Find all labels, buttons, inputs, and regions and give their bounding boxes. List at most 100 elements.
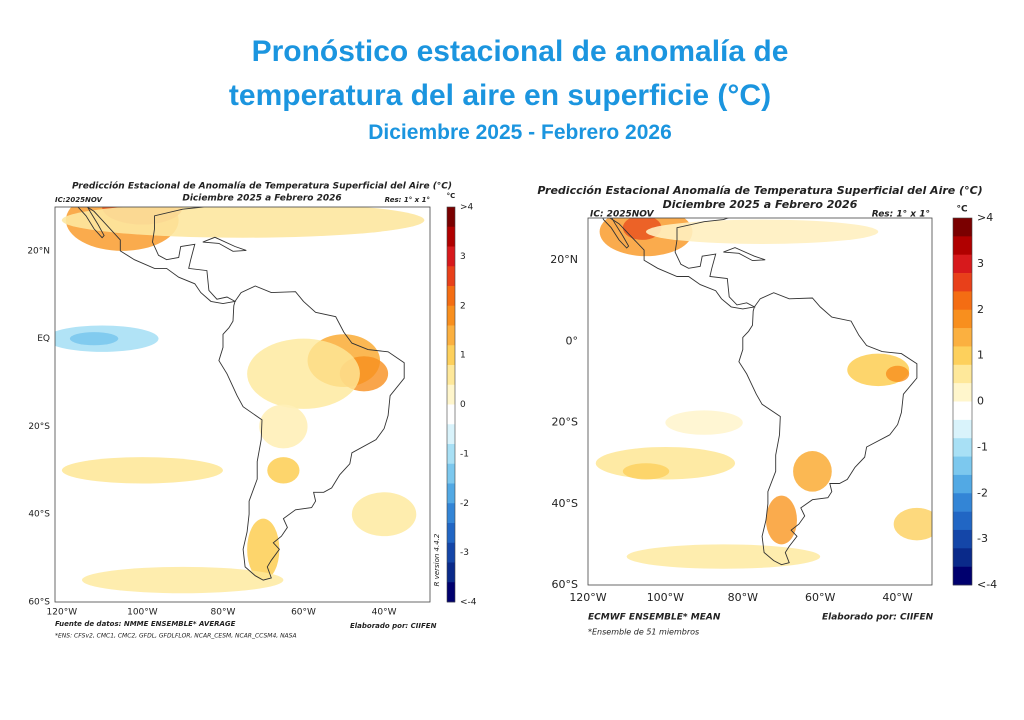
ic-label: IC: 2025NOV: [590, 210, 655, 220]
subtitle: Diciembre 2025 - Febrero 2026: [368, 121, 672, 144]
colorbar-label: <-4: [460, 598, 477, 608]
anomaly-area: [259, 404, 308, 449]
colorbar-segment: [953, 419, 972, 439]
colorbar-segment: [953, 383, 972, 402]
colorbar-segment: [447, 305, 455, 326]
colorbar-segment: [953, 218, 972, 237]
lat-label: 60°S: [28, 598, 50, 608]
colorbar-label: 2: [460, 301, 466, 311]
note-label: *ENS: CFSv2, CMC1, CMC2, GFDL, GFDLFLOR,…: [55, 633, 297, 640]
lat-label: 40°S: [28, 510, 50, 520]
map-title: Predicción Estacional Anomalía de Temper…: [537, 184, 982, 197]
colorbar-label: <-4: [977, 578, 997, 591]
anomaly-area: [69, 332, 119, 346]
colorbar-segment: [447, 246, 455, 267]
map-subtitle: Diciembre 2025 a Febrero 2026: [663, 198, 858, 211]
colorbar-segment: [447, 542, 455, 563]
colorbar-segment: [447, 444, 455, 465]
colorbar-segment: [447, 582, 455, 603]
author-label: Elaborado por: CIIFEN: [822, 613, 934, 623]
colorbar-segment: [447, 424, 455, 445]
colorbar-segment: [953, 474, 972, 494]
coastline: [218, 285, 405, 581]
map-frame: [54, 206, 431, 603]
lon-label: 80°W: [728, 591, 758, 604]
colorbar-label: -3: [977, 532, 988, 545]
lat-label: 20°S: [28, 422, 50, 432]
colorbar-segment: [953, 566, 972, 586]
author-label: Elaborado por: CIIFEN: [350, 622, 437, 630]
colorbar-segment: [447, 523, 455, 544]
anomaly-area: [247, 338, 360, 409]
ic-label: IC:2025NOV: [55, 196, 103, 204]
anomaly-area: [351, 492, 417, 537]
note-label: *Ensemble de 51 miembros: [588, 628, 699, 637]
lat-label: 20°N: [27, 246, 50, 256]
map-area: [55, 207, 425, 594]
coastline: [202, 236, 247, 252]
anomaly-area: [885, 365, 910, 383]
colorbar-segment: [953, 401, 972, 421]
coastline: [723, 247, 766, 262]
lon-label: 40°W: [882, 591, 912, 604]
colorbar-label: -2: [977, 486, 988, 499]
lon-label: 60°W: [805, 591, 835, 604]
lat-label: 20°S: [552, 416, 578, 429]
res-label: Res: 1° x 1°: [385, 196, 430, 204]
colorbar-segment: [953, 493, 972, 512]
colorbar-segment: [447, 207, 455, 228]
lon-label: 80°W: [211, 608, 236, 618]
colorbar-segment: [447, 463, 455, 484]
colorbar-segment: [953, 438, 972, 457]
colorbar-segment: [447, 286, 455, 307]
anomaly-area: [793, 451, 832, 492]
colorbar-segment: [447, 562, 455, 583]
anomaly-area: [61, 207, 425, 238]
title: Pronóstico estacional de anomalía de tem…: [0, 30, 1024, 118]
colorbar-segment: [447, 503, 455, 524]
colorbar-label: 1: [460, 351, 466, 361]
version-label: R version 4.4.2: [433, 533, 441, 586]
coastline: [86, 207, 237, 305]
anomaly-area: [61, 457, 223, 484]
colorbar-label: 1: [977, 349, 984, 362]
colorbar-segment: [447, 266, 455, 287]
map-area: [595, 218, 932, 569]
colorbar-segment: [953, 236, 972, 255]
unit-label: °C: [447, 192, 456, 200]
colorbar-segment: [953, 254, 972, 274]
colorbar-label: >4: [977, 211, 993, 224]
colorbar-label: 0: [977, 395, 984, 408]
title-line: temperatura del aire en superficie (°C): [228, 79, 772, 112]
lon-label: 120°W: [569, 591, 606, 604]
anomaly-area: [267, 457, 300, 484]
colorbar-segment: [953, 309, 972, 329]
colorbar-segment: [953, 548, 972, 567]
coastline: [77, 207, 105, 239]
lon-label: 60°W: [291, 608, 316, 618]
colorbar-segment: [447, 384, 455, 405]
colorbar-segment: [953, 291, 972, 311]
colorbar-label: -1: [977, 440, 988, 453]
colorbar-label: 2: [977, 303, 984, 316]
anomaly-area: [626, 544, 821, 569]
colorbar-label: 0: [460, 400, 466, 410]
anomaly-area: [81, 566, 284, 594]
coastline: [609, 218, 756, 310]
colorbar-label: -2: [460, 499, 469, 509]
lat-label: 60°S: [552, 578, 578, 591]
colorbar-label: 3: [460, 252, 466, 262]
lon-label: 100°W: [647, 591, 684, 604]
anomaly-area: [646, 219, 879, 244]
colorbar-segment: [953, 364, 972, 384]
colorbar-label: -1: [460, 449, 469, 459]
anomaly-area: [247, 518, 280, 581]
colorbar-segment: [953, 456, 972, 476]
anomaly-area: [665, 410, 743, 435]
anomaly-area: [765, 495, 797, 545]
colorbar-frame: [446, 206, 456, 603]
lon-label: 40°W: [372, 608, 397, 618]
colorbar-segment: [953, 346, 972, 366]
lon-label: 120°W: [47, 608, 78, 618]
